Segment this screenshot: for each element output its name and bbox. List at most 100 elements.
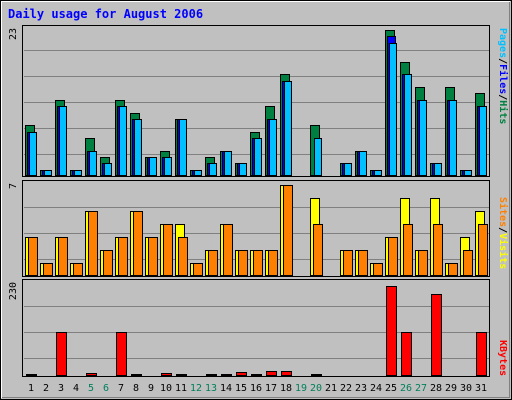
hits-bar-pages-day-24	[374, 170, 382, 176]
visits-bar-sites-day-2	[43, 263, 53, 276]
x-tick-label-day-6: 6	[103, 383, 109, 394]
hits-bar-pages-day-5	[89, 151, 97, 176]
visits-bar-sites-day-13	[208, 250, 218, 276]
hits-bar-pages-day-26	[404, 74, 412, 176]
x-tick-label-day-13: 13	[205, 383, 217, 394]
visits-bar-sites-day-10	[163, 224, 173, 276]
kbytes-bar-kbytes-day-15	[236, 372, 247, 376]
visits-bar-sites-day-9	[148, 237, 158, 276]
hits-bar-pages-day-12	[194, 170, 202, 176]
kbytes-bar-kbytes-day-25	[386, 286, 397, 376]
legend-sep-1: /	[497, 58, 508, 64]
visits-bar-sites-day-24	[373, 263, 383, 276]
panel-visits-marks	[24, 185, 489, 276]
visits-bar-sites-day-30	[463, 250, 473, 276]
x-tick-label-day-7: 7	[118, 383, 124, 394]
kbytes-bar-kbytes-day-28	[431, 294, 442, 376]
x-tick-label-day-26: 26	[400, 383, 412, 394]
hits-bar-pages-day-30	[464, 170, 472, 176]
visits-bar-sites-day-27	[418, 250, 428, 276]
x-tick-label-day-4: 4	[73, 383, 79, 394]
visits-bar-sites-day-7	[118, 237, 128, 276]
legend-visits: Sites/Visits	[497, 197, 509, 269]
visits-bar-sites-day-15	[238, 250, 248, 276]
x-tick-label-day-17: 17	[265, 383, 277, 394]
hits-bar-pages-day-3	[59, 106, 67, 176]
x-tick-label-day-11: 11	[175, 383, 187, 394]
kbytes-bar-kbytes-day-7	[116, 332, 127, 376]
panel-hits-marks	[24, 30, 489, 176]
visits-bar-sites-day-28	[433, 224, 443, 276]
visits-bar-sites-day-14	[223, 224, 233, 276]
kbytes-bar-kbytes-day-14	[221, 374, 232, 376]
kbytes-bar-kbytes-day-20	[311, 374, 322, 376]
kbytes-bar-kbytes-day-31	[476, 332, 487, 376]
hits-bar-pages-day-20	[314, 138, 322, 176]
hits-bar-pages-day-27	[419, 100, 427, 176]
hits-bar-pages-day-8	[134, 119, 142, 176]
hits-bar-pages-day-28	[434, 163, 442, 176]
visits-bar-sites-day-4	[73, 263, 83, 276]
hits-bar-pages-day-1	[29, 132, 37, 176]
visits-bar-sites-day-11	[178, 237, 188, 276]
kbytes-bar-kbytes-day-11	[176, 374, 187, 376]
hits-bar-pages-day-29	[449, 100, 457, 176]
kbytes-bar-kbytes-day-16	[251, 374, 262, 376]
hits-bar-pages-day-7	[119, 106, 127, 176]
panel-hits-max-label: 23	[8, 28, 19, 40]
x-tick-label-day-14: 14	[220, 383, 232, 394]
x-tick-label-day-23: 23	[355, 383, 367, 394]
visits-bar-sites-day-1	[28, 237, 38, 276]
visits-bar-sites-day-25	[388, 237, 398, 276]
panel-hits: 23 Pages/Files/Hits	[8, 25, 509, 177]
x-tick-label-day-28: 28	[430, 383, 442, 394]
visits-bar-sites-day-22	[343, 250, 353, 276]
kbytes-bar-kbytes-day-5	[86, 373, 97, 376]
x-tick-label-day-27: 27	[415, 383, 427, 394]
visits-bar-sites-day-23	[358, 250, 368, 276]
x-tick-label-day-18: 18	[280, 383, 292, 394]
visits-bar-sites-day-20	[313, 224, 323, 276]
x-tick-label-day-8: 8	[133, 383, 139, 394]
panel-visits-max-label: 7	[8, 183, 19, 189]
visits-bar-sites-day-5	[88, 211, 98, 276]
visits-bar-sites-day-18	[283, 185, 293, 276]
x-tick-label-day-10: 10	[160, 383, 172, 394]
panel-visits: 7 Sites/Visits	[8, 180, 509, 277]
x-tick-label-day-29: 29	[445, 383, 457, 394]
hits-bar-pages-day-23	[359, 151, 367, 176]
panel-kbytes-frame	[22, 279, 490, 377]
visits-bar-sites-day-31	[478, 224, 488, 276]
x-tick-label-day-21: 21	[325, 383, 337, 394]
visits-bar-sites-day-12	[193, 263, 203, 276]
x-tick-label-day-2: 2	[43, 383, 49, 394]
x-tick-label-day-24: 24	[370, 383, 382, 394]
kbytes-bar-kbytes-day-1	[26, 374, 37, 376]
chart-title: Daily usage for August 2006	[8, 7, 203, 21]
hits-bar-pages-day-15	[239, 163, 247, 176]
hits-bar-pages-day-25	[389, 43, 397, 176]
panel-kbytes: 230 KBytes	[8, 279, 508, 377]
visits-bar-sites-day-29	[448, 263, 458, 276]
visits-bar-sites-day-6	[103, 250, 113, 276]
visits-bar-sites-day-17	[268, 250, 278, 276]
visits-bar-sites-day-26	[403, 224, 413, 276]
hits-bar-pages-day-13	[209, 163, 217, 176]
legend-kbytes-label: KBytes	[497, 340, 508, 376]
legend-sites: Sites	[497, 197, 509, 227]
kbytes-bar-kbytes-day-8	[131, 374, 142, 376]
kbytes-bar-kbytes-day-17	[266, 371, 277, 376]
legend-kbytes: KBytes	[497, 340, 508, 376]
hits-bar-pages-day-10	[164, 157, 172, 176]
hits-bar-pages-day-9	[149, 157, 157, 176]
panel-kbytes-max-label: 230	[8, 282, 19, 300]
x-tick-label-day-22: 22	[340, 383, 352, 394]
kbytes-bar-kbytes-day-13	[206, 374, 217, 376]
x-tick-label-day-20: 20	[310, 383, 322, 394]
kbytes-bar-kbytes-day-10	[161, 373, 172, 376]
x-axis-day-labels: 1 2 3 4 5 6 7 8 9 10 11 12 13 14 15 16 17 18 19 20 21 22 23 24 2…	[28, 383, 487, 394]
visits-bar-sites-day-3	[58, 237, 68, 276]
visits-bar-sites-day-8	[133, 211, 143, 276]
kbytes-bar-kbytes-day-3	[56, 332, 67, 376]
